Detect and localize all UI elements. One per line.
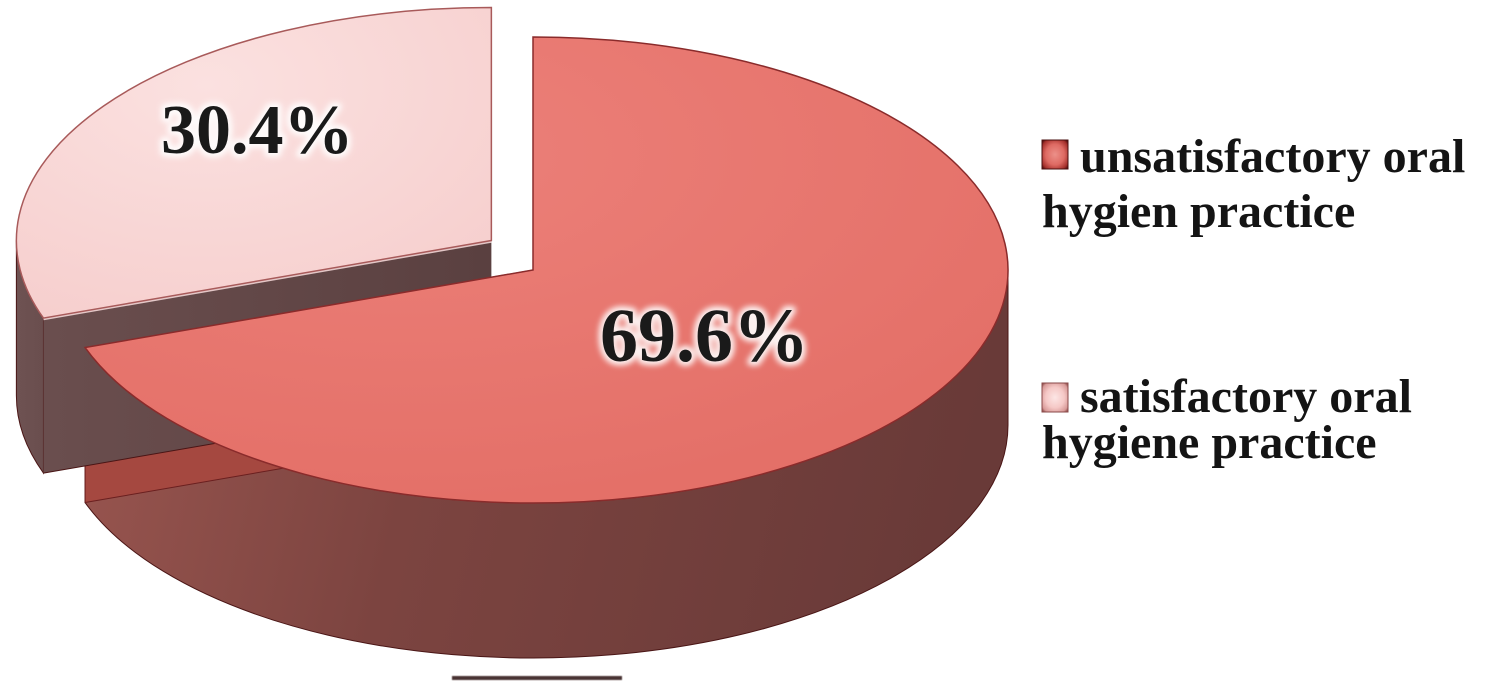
svg-text:30.4%: 30.4% [161,92,354,169]
svg-text:69.6%: 69.6% [600,294,809,378]
svg-text:hygiene practice: hygiene practice [1042,416,1377,469]
svg-text:unsatisfactory oral: unsatisfactory oral [1080,130,1465,183]
svg-text:hygien practice: hygien practice [1042,185,1355,238]
